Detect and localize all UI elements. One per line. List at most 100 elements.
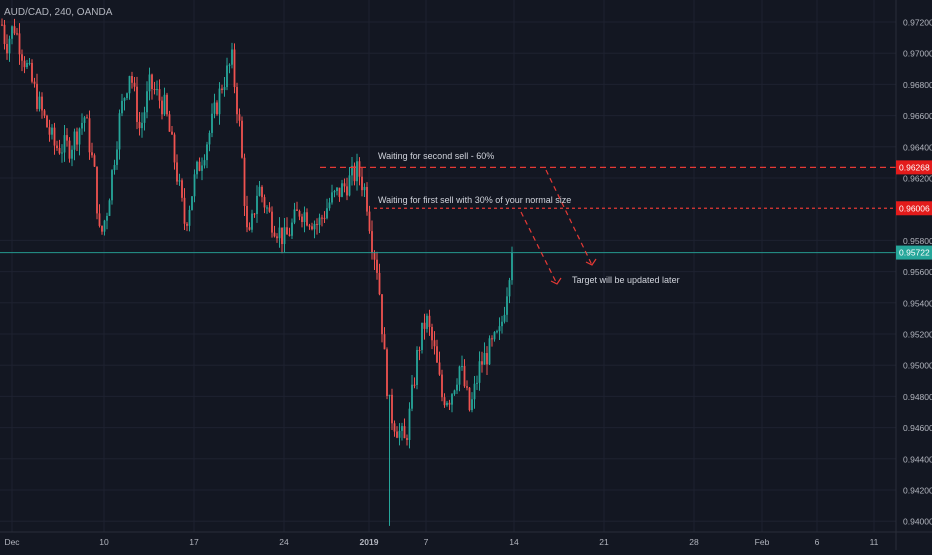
candle <box>416 346 418 390</box>
price-tick-label: 0.94800 <box>903 392 932 402</box>
candle <box>143 106 146 131</box>
candle <box>13 18 16 36</box>
candle <box>246 195 248 233</box>
candle <box>368 205 371 234</box>
candle <box>281 227 283 254</box>
candle <box>346 177 348 201</box>
candle <box>171 126 173 135</box>
candle <box>491 335 493 347</box>
candle <box>21 49 23 72</box>
candle <box>303 206 306 233</box>
candle <box>496 329 498 334</box>
candle <box>473 375 476 409</box>
grid <box>0 0 896 532</box>
candle <box>291 218 293 240</box>
candle <box>173 132 176 170</box>
candle <box>428 309 431 336</box>
price-tick-label: 0.94600 <box>903 423 932 433</box>
candle <box>141 112 143 138</box>
candle <box>326 198 328 220</box>
candle <box>318 213 321 234</box>
candle <box>503 306 506 324</box>
candle <box>208 130 211 152</box>
annotations: Waiting for second sell - 60% Waiting for… <box>378 151 680 285</box>
candle <box>123 97 126 111</box>
candle <box>213 93 216 119</box>
candle <box>413 377 416 389</box>
candle <box>46 114 48 128</box>
candle <box>393 420 396 437</box>
symbol-title: AUD/CAD, 240, OANDA <box>4 7 113 18</box>
candle <box>426 313 428 333</box>
candle <box>283 218 286 253</box>
candle <box>321 214 323 227</box>
current-price-label: 0.95722 <box>899 248 930 258</box>
candle <box>148 67 151 101</box>
candle <box>298 209 301 221</box>
candle <box>133 77 136 92</box>
candle <box>378 263 381 296</box>
candle <box>183 188 186 230</box>
candle <box>333 189 336 198</box>
candle <box>3 19 6 50</box>
candle <box>163 87 166 116</box>
candle <box>476 375 478 391</box>
candle <box>363 183 366 198</box>
candle <box>43 108 46 119</box>
candle <box>153 81 156 95</box>
candle <box>286 217 288 235</box>
candle <box>351 157 353 186</box>
candle <box>176 154 178 185</box>
candle <box>78 127 81 156</box>
candle <box>36 73 38 112</box>
candle <box>203 154 206 169</box>
candle <box>168 110 171 132</box>
level-price-label: 0.96006 <box>899 203 930 213</box>
candle <box>296 201 298 212</box>
candle <box>463 359 466 388</box>
price-tick-label: 0.95400 <box>903 298 932 308</box>
candle <box>443 393 446 408</box>
candle <box>411 374 413 412</box>
price-axis[interactable]: 0.97200 0.97000 0.96800 0.96600 0.96400 0.962… <box>895 0 932 550</box>
candle <box>191 195 193 211</box>
candle <box>101 225 103 235</box>
candle <box>353 162 356 186</box>
candle <box>441 369 443 402</box>
candle <box>431 323 433 350</box>
time-axis[interactable]: Dec 10 17 24 2019 7 14 21 28 Feb 6 11 <box>0 531 932 547</box>
candle <box>288 227 291 237</box>
candle <box>258 180 261 197</box>
candle <box>421 322 423 354</box>
candle <box>338 187 341 202</box>
candle <box>453 389 456 396</box>
current-price-badge <box>896 245 932 260</box>
candle <box>448 399 451 411</box>
candle <box>446 401 448 407</box>
candle <box>498 317 501 340</box>
candle <box>56 140 58 151</box>
candle <box>48 119 51 142</box>
candle <box>483 342 486 365</box>
candle <box>323 211 326 223</box>
candle <box>438 351 441 376</box>
candle <box>61 144 63 163</box>
price-tick-label: 0.96400 <box>903 142 932 152</box>
candle <box>406 434 408 446</box>
candle <box>396 426 398 439</box>
candle <box>331 184 333 205</box>
time-tick-label: 24 <box>279 537 289 547</box>
candle <box>51 124 53 140</box>
candle <box>343 178 346 193</box>
time-tick-label: 17 <box>189 537 199 547</box>
candle <box>33 77 36 88</box>
candle <box>103 219 106 236</box>
candle <box>316 218 318 235</box>
time-tick-label: 7 <box>424 537 429 547</box>
time-tick-label: 14 <box>509 537 519 547</box>
candle <box>96 166 98 220</box>
candle <box>336 186 338 196</box>
candle <box>41 92 43 119</box>
